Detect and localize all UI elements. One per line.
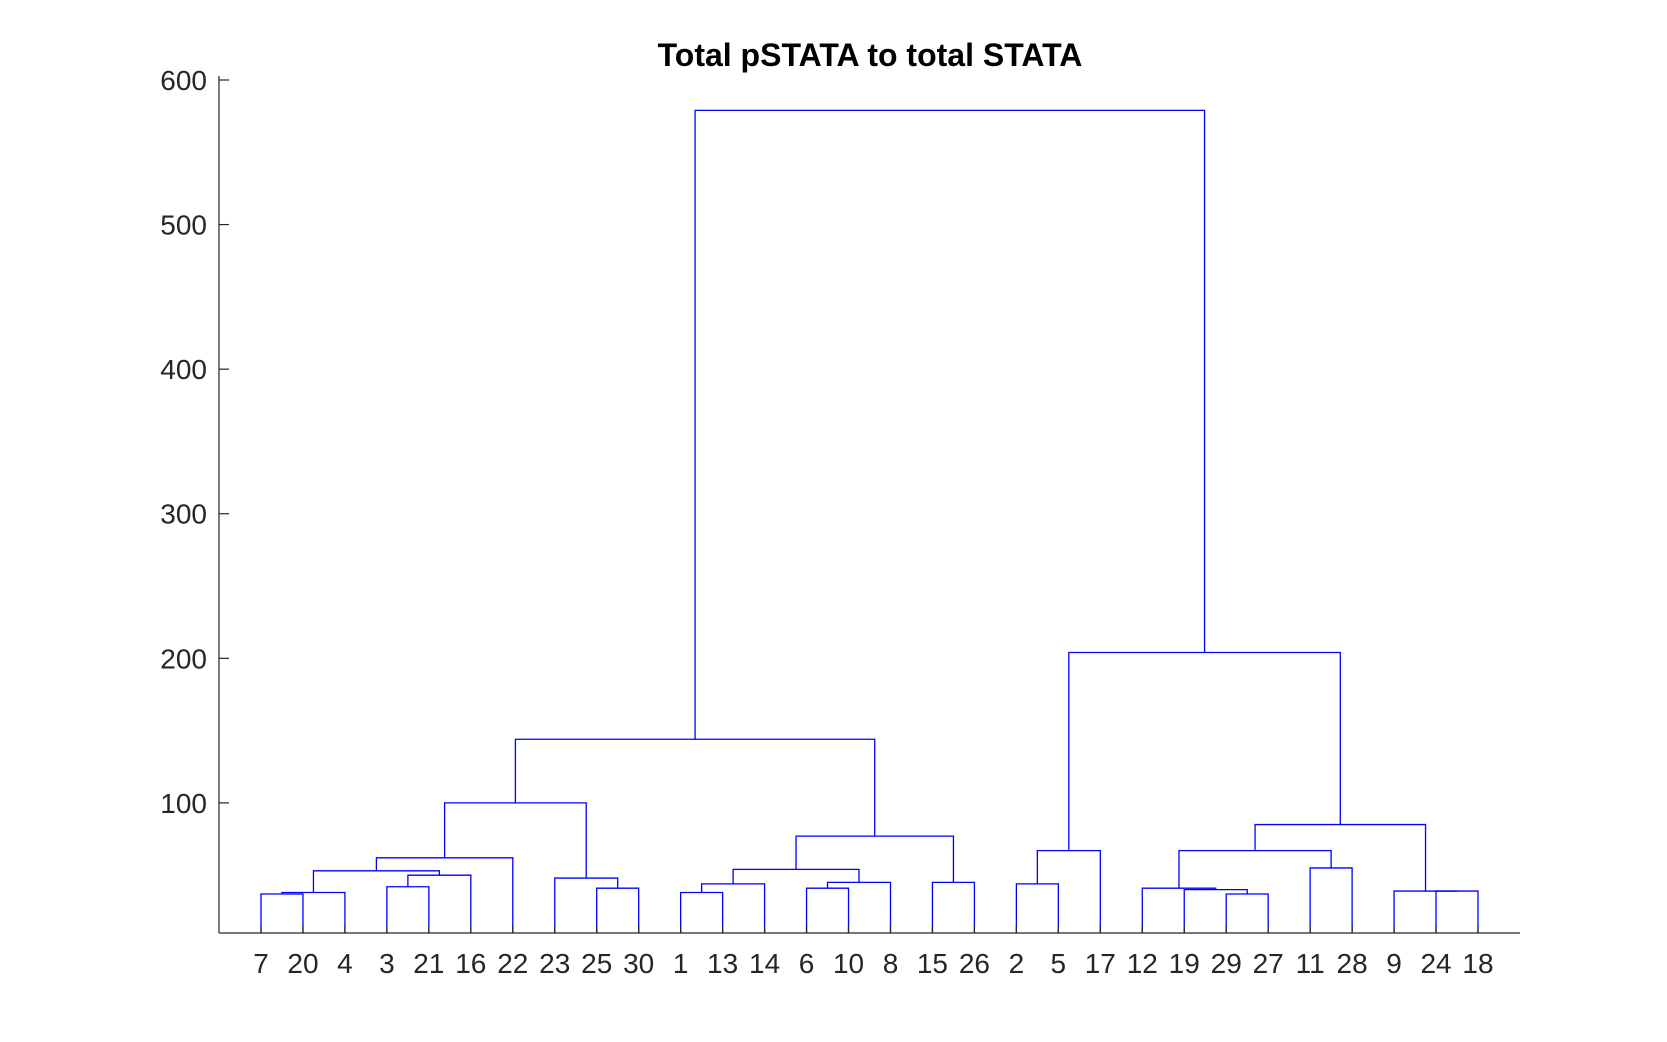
leaf-label: 11 [1296, 948, 1325, 979]
leaf-label: 14 [749, 948, 780, 979]
y-tick-label: 400 [160, 354, 207, 385]
y-tick-label: 100 [160, 788, 207, 819]
leaf-label: 2 [1009, 948, 1025, 979]
y-tick-label: 500 [160, 210, 207, 241]
leaf-label: 3 [379, 948, 395, 979]
leaf-label: 18 [1462, 948, 1493, 979]
leaf-label: 4 [337, 948, 353, 979]
dendrogram-link [795, 835, 955, 883]
dendrogram-link [596, 887, 640, 933]
leaf-label: 6 [799, 948, 815, 979]
dendrogram-link [260, 893, 304, 933]
dendrogram-link [931, 881, 976, 933]
y-axis-ticks: 100 200 300 400 500 600 [160, 65, 229, 819]
leaf-label: 15 [917, 948, 948, 979]
leaf-label: 5 [1051, 948, 1067, 979]
leaf-label: 7 [253, 948, 269, 979]
dendrogram-links [260, 109, 1479, 933]
leaf-label: 24 [1420, 948, 1451, 979]
dendrogram-link [281, 891, 346, 933]
y-tick-label: 600 [160, 65, 207, 96]
leaf-label: 27 [1253, 948, 1284, 979]
leaf-label: 17 [1085, 948, 1116, 979]
dendrogram-link [694, 109, 1206, 740]
axes [218, 76, 1520, 934]
dendrogram-link [514, 738, 876, 837]
dendrogram-link [1178, 849, 1332, 889]
dendrogram-link [1036, 849, 1101, 933]
leaf-label: 16 [455, 948, 486, 979]
dendrogram-link [1254, 823, 1427, 892]
leaf-label: 13 [707, 948, 738, 979]
dendrogram-link [554, 877, 619, 933]
dendrogram-link [407, 874, 472, 933]
x-axis-leaf-labels: 7 20 4 3 21 16 22 23 25 30 1 13 14 6 10 8 15 26 2 5 17 12 19 29… [253, 925, 1494, 979]
y-tick-label: 300 [160, 499, 207, 530]
dendrogram-link [312, 870, 441, 893]
leaf-label: 20 [287, 948, 318, 979]
leaf-label: 22 [497, 948, 528, 979]
dendrogram-link [805, 887, 850, 933]
dendrogram-link [1183, 888, 1248, 933]
dendrogram-link [443, 802, 587, 879]
leaf-label: 19 [1169, 948, 1200, 979]
leaf-label: 8 [883, 948, 899, 979]
dendrogram-link [1225, 893, 1269, 933]
dendrogram-link [375, 857, 514, 933]
y-tick-label: 200 [160, 643, 207, 674]
leaf-label: 10 [833, 948, 864, 979]
dendrogram-link [1435, 890, 1479, 933]
dendrogram-link [1393, 890, 1458, 933]
leaf-label: 1 [673, 948, 689, 979]
leaf-label: 30 [623, 948, 654, 979]
leaf-label: 12 [1127, 948, 1158, 979]
dendrogram-link [386, 886, 430, 933]
dendrogram-link [826, 881, 892, 933]
leaf-label: 28 [1337, 948, 1368, 979]
leaf-label: 23 [539, 948, 570, 979]
leaf-label: 26 [959, 948, 990, 979]
chart-title: Total pSTATA to total STATA [658, 37, 1083, 73]
dendrogram-link [700, 883, 766, 933]
leaf-label: 21 [413, 948, 444, 979]
leaf-label: 29 [1211, 948, 1242, 979]
dendrogram-link [680, 891, 724, 933]
dendrogram-link [1068, 651, 1341, 851]
dendrogram-link [1141, 887, 1217, 933]
dendrogram-link [1309, 867, 1353, 933]
dendrogram-link [1015, 883, 1059, 933]
leaf-label: 25 [581, 948, 612, 979]
leaf-label: 9 [1386, 948, 1402, 979]
dendrogram-link [732, 868, 860, 884]
